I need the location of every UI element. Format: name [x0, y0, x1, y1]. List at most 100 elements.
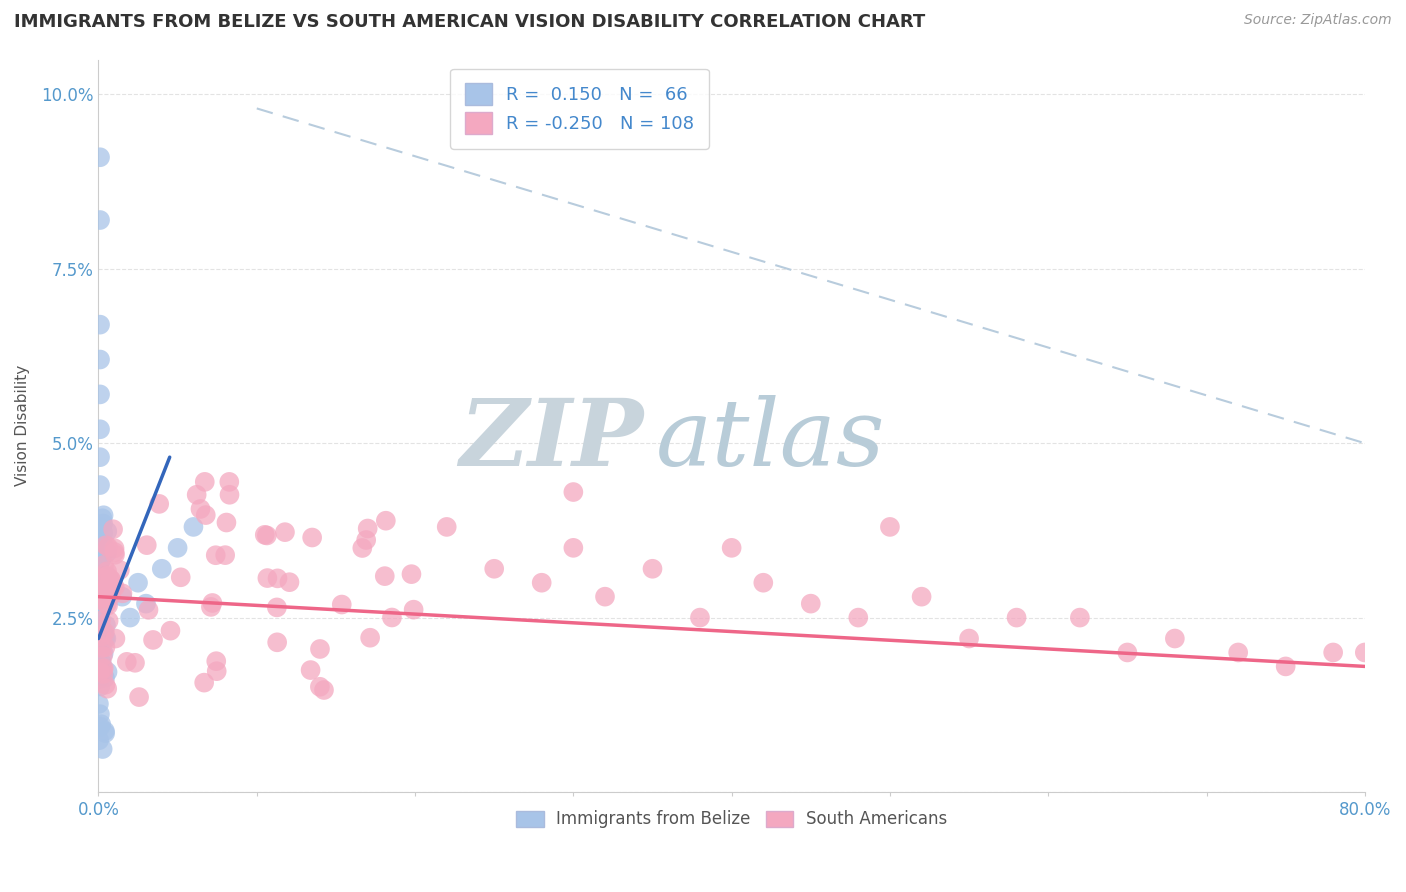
Point: [93, 558, 115, 572]
Point: [94, 640, 117, 655]
Point: [256, 528, 278, 542]
Point: [402, 602, 425, 616]
Legend: Immigrants from Belize, South Americans: Immigrants from Belize, South Americans: [509, 802, 955, 836]
Point: [96, 569, 118, 583]
Point: [170, 570, 193, 584]
Point: [90, 598, 112, 612]
Point: [103, 541, 125, 556]
Point: [104, 545, 127, 559]
Point: [256, 571, 278, 585]
Point: [90, 541, 112, 555]
Point: [90, 614, 112, 628]
Point: [94, 632, 117, 646]
Point: [278, 575, 301, 590]
Point: [91, 525, 114, 540]
Point: [530, 575, 553, 590]
Point: [94, 582, 117, 596]
Point: [87, 733, 110, 747]
Point: [94, 726, 117, 740]
Point: [190, 502, 212, 516]
Point: [115, 655, 138, 669]
Point: [1274, 659, 1296, 673]
Point: [90, 536, 112, 550]
Point: [194, 475, 217, 489]
Point: [879, 520, 901, 534]
Point: [127, 575, 149, 590]
Point: [436, 520, 458, 534]
Text: IMMIGRANTS FROM BELIZE VS SOUTH AMERICAN VISION DISABILITY CORRELATION CHART: IMMIGRANTS FROM BELIZE VS SOUTH AMERICAN…: [14, 13, 925, 31]
Point: [90, 629, 112, 643]
Point: [381, 610, 404, 624]
Point: [91, 511, 114, 525]
Point: [910, 590, 932, 604]
Point: [111, 590, 134, 604]
Point: [218, 475, 240, 489]
Point: [90, 667, 112, 681]
Point: [359, 631, 381, 645]
Point: [93, 508, 115, 523]
Point: [266, 635, 288, 649]
Point: [90, 655, 112, 669]
Point: [89, 585, 111, 599]
Point: [128, 690, 150, 704]
Point: [96, 568, 118, 582]
Point: [87, 519, 110, 533]
Point: [1069, 610, 1091, 624]
Point: [1354, 645, 1376, 659]
Point: [94, 591, 117, 605]
Point: [93, 661, 115, 675]
Text: atlas: atlas: [655, 395, 886, 485]
Point: [138, 603, 160, 617]
Point: [124, 656, 146, 670]
Point: [299, 663, 322, 677]
Point: [89, 318, 111, 332]
Point: [204, 548, 226, 562]
Point: [97, 614, 120, 628]
Point: [482, 562, 505, 576]
Point: [89, 530, 111, 544]
Point: [93, 538, 115, 552]
Point: [103, 580, 125, 594]
Point: [87, 660, 110, 674]
Point: [957, 632, 980, 646]
Point: [111, 586, 134, 600]
Point: [94, 625, 117, 640]
Point: [142, 632, 165, 647]
Point: [100, 589, 122, 603]
Point: [135, 597, 157, 611]
Point: [96, 632, 118, 646]
Point: [94, 724, 117, 739]
Point: [89, 720, 111, 734]
Point: [90, 571, 112, 585]
Point: [94, 538, 117, 552]
Point: [93, 667, 115, 681]
Point: [89, 545, 111, 559]
Point: [94, 678, 117, 692]
Point: [89, 150, 111, 164]
Point: [89, 450, 111, 465]
Point: [1322, 645, 1344, 659]
Text: Source: ZipAtlas.com: Source: ZipAtlas.com: [1244, 13, 1392, 28]
Point: [186, 488, 208, 502]
Point: [253, 528, 276, 542]
Point: [96, 665, 118, 679]
Point: [91, 546, 114, 560]
Point: [96, 681, 118, 696]
Point: [93, 626, 115, 640]
Point: [641, 562, 664, 576]
Point: [266, 571, 288, 585]
Point: [90, 669, 112, 683]
Point: [89, 623, 111, 637]
Point: [91, 742, 114, 756]
Point: [205, 664, 228, 678]
Point: [720, 541, 742, 555]
Point: [87, 576, 110, 591]
Point: [94, 618, 117, 632]
Point: [89, 478, 111, 492]
Point: [104, 548, 127, 562]
Point: [89, 665, 111, 679]
Point: [96, 546, 118, 560]
Point: [214, 548, 236, 562]
Point: [94, 580, 117, 594]
Point: [301, 531, 323, 545]
